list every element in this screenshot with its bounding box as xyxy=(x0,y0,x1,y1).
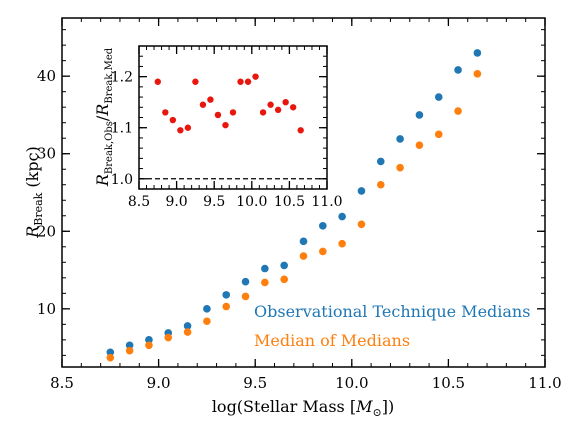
inset-plot-points xyxy=(154,73,304,134)
data-point-series-1 xyxy=(338,239,346,248)
main-y-axis-label: RBreak (kpc) xyxy=(23,146,45,239)
data-point-series-1 xyxy=(454,107,462,115)
data-point-series-1 xyxy=(222,302,231,311)
data-point-series-0 xyxy=(299,237,308,246)
data-point-series-0 xyxy=(184,124,192,131)
x-tick-label: 10.5 xyxy=(274,194,305,210)
data-point-series-1 xyxy=(203,317,211,326)
data-point-series-0 xyxy=(274,106,282,114)
data-point-series-0 xyxy=(319,222,327,230)
data-point-series-1 xyxy=(319,247,327,256)
y-tick-label: 40 xyxy=(37,67,56,85)
data-point-series-0 xyxy=(154,78,161,85)
data-point-series-1 xyxy=(434,130,443,139)
data-point-series-0 xyxy=(199,101,207,108)
data-point-series-0 xyxy=(267,101,274,108)
data-point-series-1 xyxy=(473,70,482,78)
x-tick-label: 10.0 xyxy=(236,194,267,210)
data-point-series-0 xyxy=(297,127,304,134)
data-point-series-0 xyxy=(214,111,222,119)
main-plot-frame xyxy=(61,17,546,368)
main-plot-points xyxy=(106,49,482,362)
x-tick-label: 9.5 xyxy=(243,374,267,392)
data-point-series-0 xyxy=(125,341,134,350)
data-point-series-0 xyxy=(237,78,244,85)
main-x-axis-label: log(Stellar Mass [M⊙]) xyxy=(212,397,394,419)
inset-axis-ticks: 8.5 9.0 9.5 10.0 10.5 11.0 1.0 1.1 1.2 xyxy=(111,45,343,210)
data-point-series-1 xyxy=(145,341,153,350)
x-tick-label: 8.5 xyxy=(128,194,150,210)
data-point-series-1 xyxy=(125,346,134,355)
y-tick-label: 30 xyxy=(37,145,56,163)
data-point-series-1 xyxy=(415,141,424,149)
y-tick-label: 10 xyxy=(37,300,56,318)
data-point-series-0 xyxy=(169,116,177,124)
y-tick-label: 1.1 xyxy=(111,121,133,137)
data-point-series-0 xyxy=(145,336,153,344)
data-point-series-0 xyxy=(207,96,214,103)
data-point-series-0 xyxy=(222,291,231,299)
data-point-series-1 xyxy=(396,163,404,172)
data-point-series-0 xyxy=(434,93,443,101)
data-point-series-0 xyxy=(244,78,252,85)
data-point-series-1 xyxy=(106,353,115,362)
x-tick-label: 10.5 xyxy=(432,374,465,392)
data-point-series-0 xyxy=(229,109,237,116)
main-axis-ticks: 8.5 9.0 9.5 10.0 10.5 11.0 10 20 30 40 xyxy=(37,18,562,392)
inset-y-axis-label: RBreak,Obs/RBreak,Med xyxy=(93,47,115,187)
data-point-series-0 xyxy=(415,111,424,119)
legend-median-of-medians: Median of Medians xyxy=(254,331,410,350)
data-point-series-0 xyxy=(177,127,184,134)
data-point-series-0 xyxy=(338,212,346,221)
legend-observational: Observational Technique Medians xyxy=(254,302,530,321)
data-point-series-1 xyxy=(183,328,192,336)
y-tick-label: 1.2 xyxy=(111,70,133,86)
data-point-series-0 xyxy=(280,261,288,270)
x-tick-label: 9.0 xyxy=(147,374,171,392)
x-tick-label: 11.0 xyxy=(528,374,561,392)
y-tick-label: 1.0 xyxy=(111,172,133,188)
data-point-series-1 xyxy=(376,180,385,189)
data-point-series-0 xyxy=(106,348,115,357)
x-tick-label: 8.5 xyxy=(50,374,74,392)
data-point-series-1 xyxy=(299,252,308,260)
x-tick-label: 11.0 xyxy=(311,194,342,210)
data-point-series-1 xyxy=(280,275,288,284)
data-point-series-1 xyxy=(357,220,366,229)
data-point-series-0 xyxy=(192,78,199,85)
x-tick-label: 10.0 xyxy=(335,374,368,392)
data-point-series-0 xyxy=(183,322,192,330)
inset-plot-frame xyxy=(138,45,328,190)
data-point-series-0 xyxy=(282,98,289,106)
data-point-series-1 xyxy=(164,333,173,342)
data-point-series-0 xyxy=(252,73,259,80)
data-point-series-0 xyxy=(241,277,250,286)
data-point-series-0 xyxy=(259,109,267,116)
data-point-series-0 xyxy=(203,305,211,313)
data-point-series-1 xyxy=(261,278,269,287)
x-tick-label: 9.0 xyxy=(165,194,187,210)
data-point-series-0 xyxy=(261,264,269,273)
data-point-series-0 xyxy=(454,66,462,74)
data-point-series-0 xyxy=(376,157,385,166)
data-point-series-0 xyxy=(396,135,404,143)
data-point-series-0 xyxy=(222,121,229,129)
data-point-series-0 xyxy=(162,109,169,116)
x-tick-label: 9.5 xyxy=(203,194,225,210)
data-point-series-1 xyxy=(241,292,250,301)
data-point-series-0 xyxy=(357,187,366,195)
data-point-series-0 xyxy=(289,104,297,111)
y-tick-label: 20 xyxy=(37,222,56,240)
data-point-series-0 xyxy=(473,49,482,57)
